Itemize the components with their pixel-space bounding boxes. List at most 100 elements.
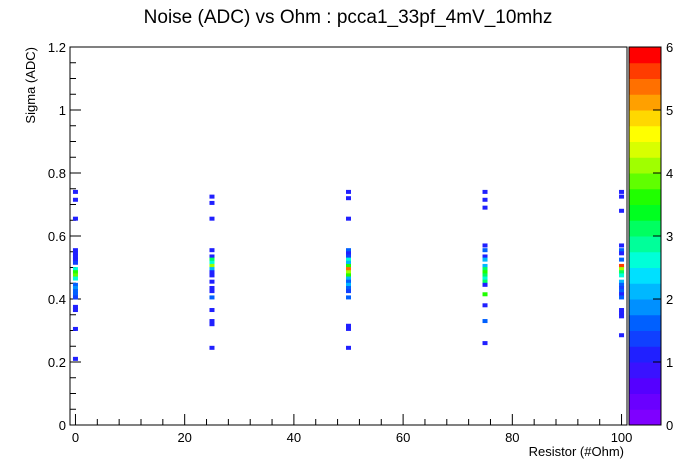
data-cell <box>346 196 351 201</box>
data-cell <box>72 285 78 290</box>
data-cell <box>619 243 625 248</box>
data-cell <box>482 341 488 346</box>
data-cell <box>209 254 215 259</box>
data-cell <box>482 276 488 281</box>
data-cell <box>72 248 78 253</box>
data-cell <box>72 276 78 281</box>
data-cell <box>619 248 625 253</box>
data-cell <box>346 276 351 281</box>
palette-tick-label: 0 <box>666 418 673 433</box>
data-cell <box>209 263 215 268</box>
data-cell <box>72 282 78 287</box>
palette-segment <box>629 314 661 331</box>
data-cell <box>346 326 351 331</box>
data-cell <box>209 257 215 262</box>
data-cell <box>619 189 625 194</box>
data-cell <box>346 273 351 278</box>
x-tick-label: 0 <box>72 430 79 445</box>
data-cell <box>209 267 215 272</box>
x-axis-label: Resistor (#Ohm) <box>529 444 624 459</box>
y-axis-label: Sigma (ADC) <box>23 47 38 124</box>
data-cell <box>72 189 78 194</box>
data-cell <box>72 257 78 262</box>
palette-segment <box>629 236 661 253</box>
palette-tick-label: 3 <box>666 229 673 244</box>
data-cell <box>209 295 215 300</box>
palette-segment <box>629 393 661 410</box>
data-cell <box>482 303 488 308</box>
data-cell <box>346 270 351 275</box>
palette-segment <box>629 267 661 284</box>
data-cell <box>346 285 351 290</box>
data-cell <box>619 289 625 294</box>
palette-segment <box>629 141 661 158</box>
y-tick-label: 1.2 <box>48 40 66 55</box>
data-cell <box>72 295 78 300</box>
data-cells-layer <box>72 189 625 361</box>
data-cell <box>619 285 625 290</box>
palette-segment <box>629 110 661 127</box>
data-cell <box>209 270 215 275</box>
palette-tick-label: 5 <box>666 103 673 118</box>
data-cell <box>346 263 351 268</box>
data-cell <box>619 292 625 297</box>
y-tick-label: 0.6 <box>48 229 66 244</box>
data-cell <box>72 304 78 309</box>
data-cell <box>482 248 488 253</box>
data-cell <box>72 292 78 297</box>
data-cell <box>619 311 625 316</box>
data-cell <box>619 282 625 287</box>
y-tick-label: 0.8 <box>48 166 66 181</box>
palette-segment <box>629 62 661 79</box>
data-cell <box>482 197 488 202</box>
palette-tick-label: 2 <box>666 292 673 307</box>
data-cell <box>482 270 488 275</box>
palette-segment <box>629 362 661 379</box>
chart-title: Noise (ADC) vs Ohm : pcca1_33pf_4mV_10mh… <box>144 7 553 28</box>
data-cell <box>209 216 215 221</box>
data-cell <box>346 295 351 300</box>
x-tick-label: 100 <box>611 430 633 445</box>
data-cell <box>482 267 488 272</box>
y-tick-label: 1 <box>59 103 66 118</box>
palette-segment <box>629 47 661 64</box>
color-palette-axis: 0 1 2 3 4 5 6 <box>628 40 673 433</box>
palette-segment <box>629 377 661 394</box>
data-cell <box>209 345 215 350</box>
palette-segment <box>629 283 661 300</box>
palette-segment <box>629 204 661 221</box>
data-cell <box>482 189 488 194</box>
data-cell <box>209 194 215 199</box>
palette-segment <box>629 125 661 142</box>
data-cell <box>209 260 215 265</box>
palette-segment <box>629 409 661 426</box>
data-cell <box>209 279 215 284</box>
x-tick-label: 40 <box>287 430 301 445</box>
palette-segment <box>629 346 661 363</box>
data-cell <box>346 189 351 194</box>
data-cell <box>346 248 351 253</box>
data-cell <box>619 273 625 278</box>
palette-segment <box>629 94 661 111</box>
data-cell <box>346 257 351 262</box>
data-cell <box>346 267 351 272</box>
palette-segment <box>629 330 661 347</box>
data-cell <box>482 263 488 268</box>
data-cell <box>209 289 215 294</box>
palette-tick-label: 4 <box>666 166 673 181</box>
data-cell <box>72 326 78 331</box>
data-cell <box>72 289 78 294</box>
data-cell <box>72 216 78 221</box>
data-cell <box>346 251 351 256</box>
data-cell <box>209 248 215 253</box>
data-cell <box>209 285 215 290</box>
data-cell <box>619 267 625 272</box>
axes-layer: 0 20 40 60 80 100 0 0.2 0.4 0.6 0.8 1 1.2 <box>48 40 632 445</box>
data-cell <box>619 279 625 284</box>
palette-segment <box>629 188 661 205</box>
data-cell <box>346 345 351 350</box>
data-cell <box>619 295 625 300</box>
data-cell <box>72 270 78 275</box>
data-cell <box>72 356 78 361</box>
data-cell <box>619 257 625 262</box>
